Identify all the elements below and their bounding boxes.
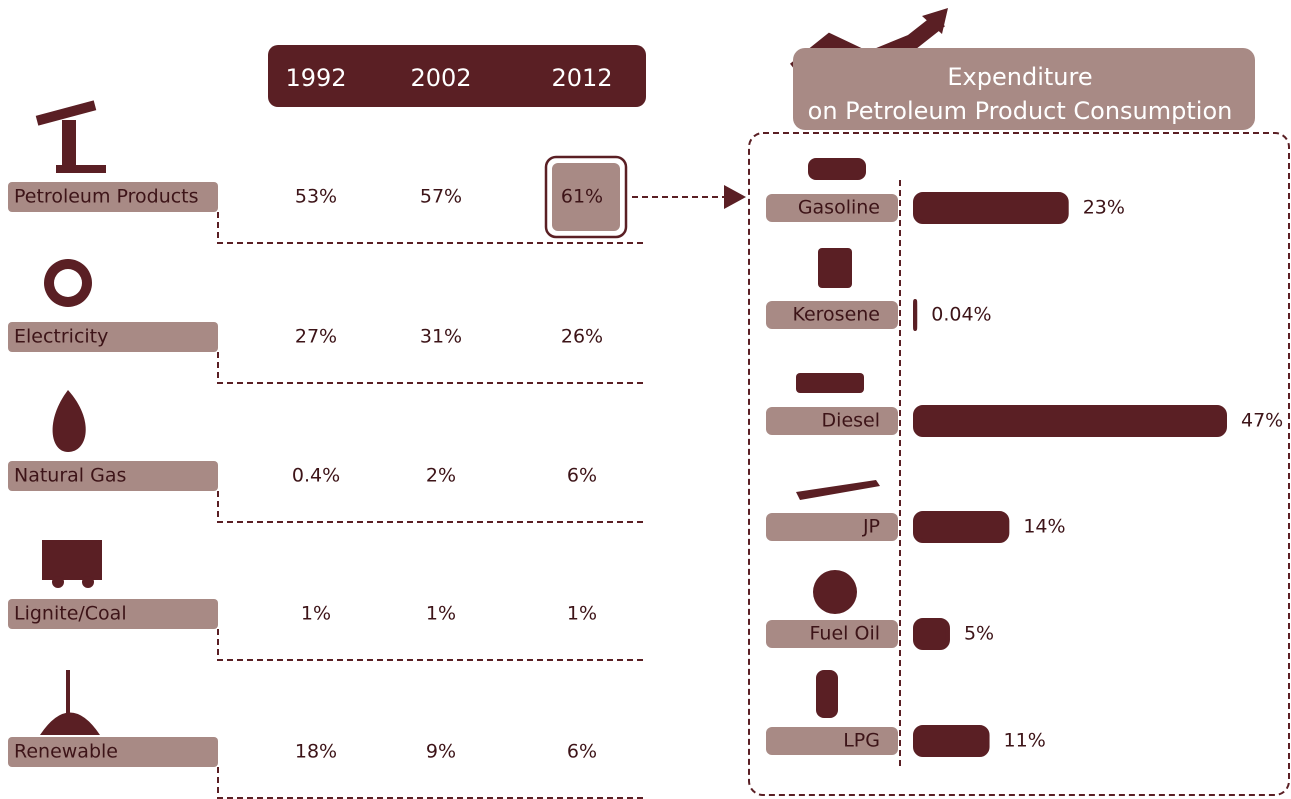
value-label: 0.04% <box>931 304 991 326</box>
row-label-box <box>8 461 218 491</box>
row-label-box <box>8 322 218 352</box>
row-label: Renewable <box>14 741 118 763</box>
column-header: 2002 <box>410 64 471 92</box>
value-label: 11% <box>1004 730 1046 752</box>
row-divider <box>217 352 646 384</box>
bar <box>913 405 1227 437</box>
bar <box>913 192 1069 224</box>
bar <box>913 511 1010 543</box>
category-box <box>766 620 898 648</box>
row-label: Electricity <box>14 326 108 348</box>
cell: 9% <box>426 741 456 763</box>
column-header: 2012 <box>551 64 612 92</box>
bar <box>913 618 950 650</box>
category-box <box>766 407 898 435</box>
icons <box>35 100 880 735</box>
category-box <box>766 194 898 222</box>
bar <box>913 725 990 757</box>
row-divider <box>217 767 646 799</box>
row-label-box <box>8 182 218 212</box>
cell: 57% <box>420 186 462 208</box>
cell: 0.4% <box>292 465 340 487</box>
cell: 6% <box>567 465 597 487</box>
row-divider <box>217 491 646 523</box>
cell: 31% <box>420 326 462 348</box>
category-label: LPG <box>843 730 880 752</box>
cell: 6% <box>567 741 597 763</box>
table-header <box>268 45 646 107</box>
cell: 18% <box>295 741 337 763</box>
highlight-frame <box>544 155 628 239</box>
category-label: JP <box>862 516 880 538</box>
category-box <box>766 727 898 755</box>
category-label: Gasoline <box>798 197 880 219</box>
value-label: 5% <box>964 623 994 645</box>
row-label: Lignite/Coal <box>14 603 127 625</box>
category-label: Kerosene <box>792 304 880 326</box>
arrowhead <box>724 185 746 209</box>
row-label: Natural Gas <box>14 465 126 487</box>
cell: 27% <box>295 326 337 348</box>
row-divider <box>217 629 646 661</box>
category-label: Fuel Oil <box>810 623 880 645</box>
cell: 2% <box>426 465 456 487</box>
row-label-box <box>8 599 218 629</box>
row-label-box <box>8 737 218 767</box>
highlight-fill <box>552 163 620 231</box>
panel-header <box>793 48 1255 130</box>
panel-frame <box>748 132 1290 796</box>
trend-arrowhead <box>922 8 948 34</box>
value-label: 47% <box>1241 410 1283 432</box>
category-box <box>766 301 898 329</box>
value-label: 14% <box>1023 516 1065 538</box>
cell: 26% <box>561 326 603 348</box>
cell: 1% <box>426 603 456 625</box>
cell: 1% <box>301 603 331 625</box>
row-label: Petroleum Products <box>14 186 199 208</box>
category-box <box>766 513 898 541</box>
value-label: 23% <box>1083 197 1125 219</box>
category-label: Diesel <box>822 410 880 432</box>
cell: 53% <box>295 186 337 208</box>
cell: 61% <box>561 186 603 208</box>
chart-title: Expenditure on Petroleum Product Consumpt… <box>808 63 1233 125</box>
column-header: 1992 <box>285 64 346 92</box>
cell: 1% <box>567 603 597 625</box>
row-divider <box>217 212 646 244</box>
